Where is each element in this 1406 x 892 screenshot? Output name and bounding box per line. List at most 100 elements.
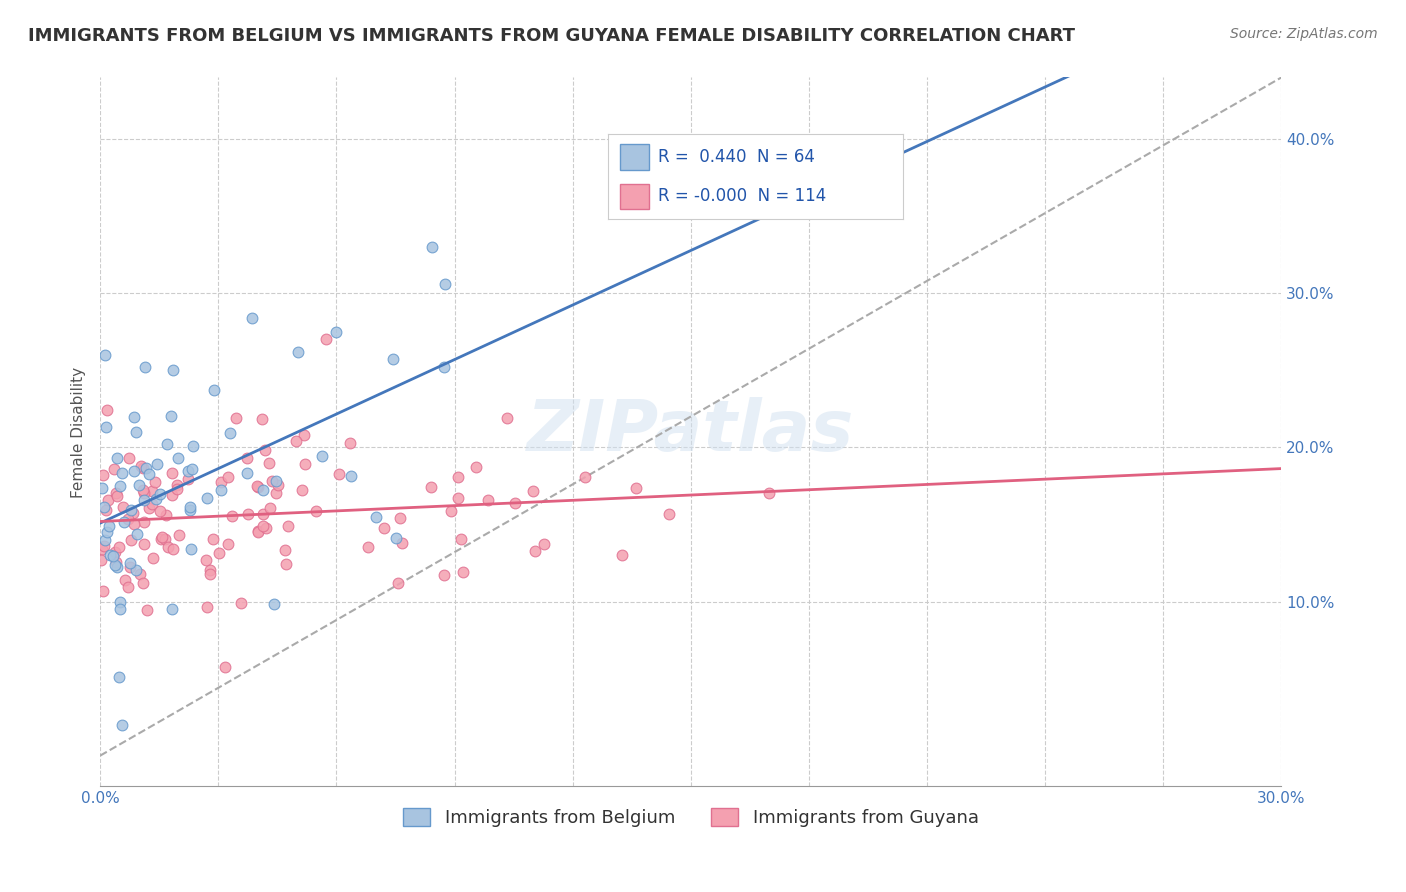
Point [264, 486, 287, 500]
Point [447, 469, 470, 483]
Point [274, 542, 297, 557]
Point [134, 359, 156, 374]
Point [389, 510, 412, 524]
Point [610, 548, 633, 562]
Point [91, 584, 114, 599]
Point [267, 478, 290, 492]
Point [574, 470, 596, 484]
Point [373, 521, 395, 535]
Point [252, 519, 274, 533]
Point [179, 500, 201, 514]
Point [246, 480, 269, 494]
Point [162, 602, 184, 616]
Point [240, 311, 263, 326]
Point [254, 443, 277, 458]
Point [202, 383, 225, 397]
Point [181, 439, 204, 453]
Point [366, 509, 388, 524]
Point [658, 507, 681, 521]
Point [292, 428, 315, 442]
Point [285, 434, 308, 449]
Point [91, 481, 114, 495]
Text: IMMIGRANTS FROM BELGIUM VS IMMIGRANTS FROM GUYANA FEMALE DISABILITY CORRELATION : IMMIGRANTS FROM BELGIUM VS IMMIGRANTS FR… [28, 27, 1076, 45]
Point [135, 460, 157, 475]
Point [294, 457, 316, 471]
Point [125, 563, 148, 577]
Point [117, 512, 139, 526]
Point [96, 402, 118, 417]
Point [387, 576, 409, 591]
Point [155, 532, 177, 546]
Point [202, 532, 225, 546]
Point [291, 483, 314, 497]
Point [136, 603, 159, 617]
Point [447, 491, 470, 505]
Point [624, 481, 647, 495]
Point [150, 532, 173, 546]
Point [105, 560, 128, 574]
Point [145, 491, 167, 506]
Point [96, 525, 118, 540]
Point [287, 344, 309, 359]
Point [260, 474, 283, 488]
Point [218, 425, 240, 440]
Point [465, 459, 488, 474]
Point [167, 450, 190, 465]
Point [236, 451, 259, 466]
Point [180, 541, 202, 556]
Point [103, 462, 125, 476]
Point [162, 363, 184, 377]
Point [94, 419, 117, 434]
Point [214, 659, 236, 673]
Point [167, 527, 190, 541]
Point [177, 464, 200, 478]
Text: ZIPatlas: ZIPatlas [527, 398, 855, 467]
Point [120, 502, 142, 516]
Point [120, 559, 142, 574]
Point [433, 360, 456, 375]
Point [93, 539, 115, 553]
Point [114, 574, 136, 588]
Point [105, 450, 128, 465]
Point [156, 437, 179, 451]
Point [162, 488, 184, 502]
Point [90, 552, 112, 566]
Point [166, 482, 188, 496]
Point [523, 543, 546, 558]
Point [132, 486, 155, 500]
Point [391, 535, 413, 549]
Point [104, 558, 127, 572]
Point [208, 546, 231, 560]
Point [111, 718, 134, 732]
Point [503, 495, 526, 509]
Point [98, 548, 121, 562]
Point [217, 470, 239, 484]
Point [108, 602, 131, 616]
Point [134, 537, 156, 551]
Point [181, 462, 204, 476]
Point [162, 541, 184, 556]
Point [328, 467, 350, 482]
Point [522, 484, 544, 499]
Point [195, 599, 218, 614]
Point [117, 580, 139, 594]
Point [160, 409, 183, 424]
Point [195, 491, 218, 505]
Point [758, 486, 780, 500]
Point [118, 450, 141, 465]
Point [221, 509, 243, 524]
Point [146, 457, 169, 471]
Point [453, 566, 475, 580]
Point [179, 503, 201, 517]
Point [434, 277, 457, 292]
Point [381, 352, 404, 367]
Point [122, 409, 145, 424]
Point [112, 500, 135, 514]
Point [110, 466, 132, 480]
Point [101, 549, 124, 563]
Point [129, 459, 152, 474]
Point [141, 497, 163, 511]
Point [132, 575, 155, 590]
Point [496, 410, 519, 425]
Point [257, 456, 280, 470]
